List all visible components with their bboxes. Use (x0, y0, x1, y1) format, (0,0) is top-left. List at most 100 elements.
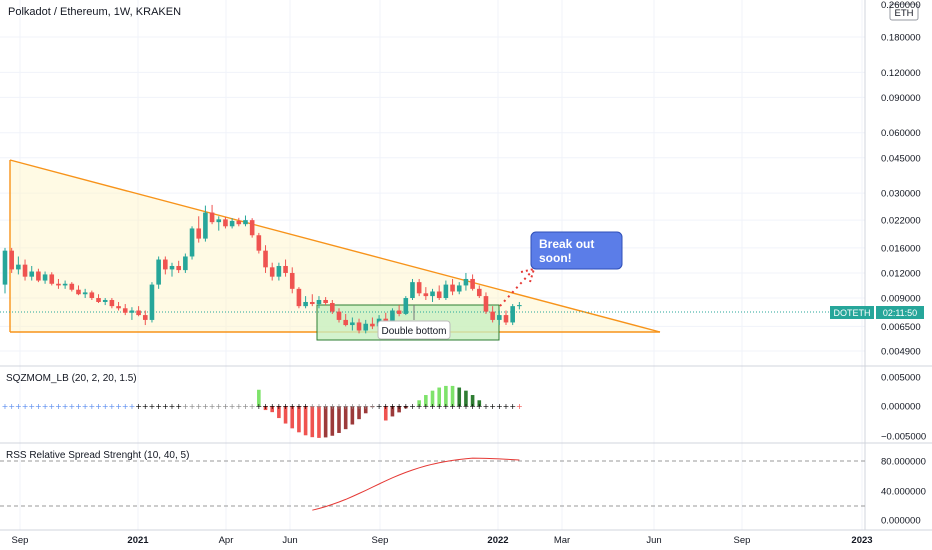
sqz-histogram: + + + + + + + + + + + + + + + + + + + + + + + + + + + + + + + + + + + + + + + +… (2, 385, 523, 438)
candle-body (223, 219, 228, 227)
sqz-bar (390, 406, 395, 417)
candle-body (416, 282, 422, 294)
sqz-dot: + (235, 402, 242, 411)
price-tag-countdown-text: 02:11:50 (883, 308, 917, 318)
sqz-dot: + (483, 402, 490, 411)
triangle-upper-trendline[interactable] (9, 159, 661, 333)
candle-body (363, 323, 369, 331)
sqz-bar (430, 390, 435, 406)
candle-body (76, 289, 81, 295)
price-axis-tick: 0.090000 (881, 93, 921, 104)
currency-badge[interactable] (889, 3, 919, 21)
time-axis-tick: Mar (554, 535, 570, 546)
candle-body (303, 301, 308, 307)
candle-body (476, 288, 482, 297)
sqz-bar (444, 385, 448, 406)
sqz-dot: + (389, 402, 396, 411)
sqz-bar (323, 406, 328, 438)
price-axis-tick: 0.009000 (881, 294, 921, 305)
candle-body (370, 323, 375, 327)
sqz-dot: + (62, 402, 69, 411)
price-axis-tick: 0.004900 (881, 347, 921, 358)
sqz-bar (363, 406, 368, 414)
sqz-bar (337, 406, 341, 433)
sqz-bar (257, 389, 261, 406)
candlestick-series (2, 204, 522, 334)
sqz-dot: + (289, 402, 296, 411)
sqz-bar (277, 406, 281, 419)
price-tag-symbol[interactable] (830, 306, 874, 319)
candle-body (136, 310, 141, 316)
sqz-bar (297, 406, 301, 433)
price-axis-labels: 0.180000 0.120000 0.090000 0.060000 0.045000… (881, 0, 921, 358)
sqz-dot: + (115, 402, 122, 411)
price-tag-countdown (876, 306, 924, 319)
price-axis-tick: 0.120000 (881, 68, 921, 79)
sqz-dot: + (222, 402, 229, 411)
time-axis-tick: 2022 (487, 535, 508, 546)
sqz-dot: + (242, 402, 249, 411)
time-axis-tick: Sep (734, 535, 751, 546)
sqz-dot: + (329, 402, 336, 411)
rss-indicator-label[interactable]: RSS Relative Spread Strenght (10, 40, 5) (6, 450, 189, 461)
candle-body (82, 292, 88, 295)
sqz-bar (330, 406, 335, 436)
sqz-axis-tick: −0.005000 (881, 432, 926, 443)
candle-body (42, 274, 48, 281)
candle-body (470, 278, 475, 289)
candle-body (483, 296, 489, 312)
sqz-dot: + (102, 402, 109, 411)
candle-body (276, 265, 282, 277)
sqz-dot: + (215, 402, 222, 411)
sqz-dot: + (229, 402, 236, 411)
rss-axis-labels: 80.000000 40.000000 0.000000 (881, 457, 926, 527)
sqz-dot: + (282, 402, 289, 411)
sqz-dot: + (142, 402, 149, 411)
sqz-dot: + (376, 402, 383, 411)
candle-body (323, 299, 328, 304)
candle-body (102, 299, 108, 302)
double-bottom-label: Double bottom (381, 326, 446, 337)
candle-body (22, 264, 28, 277)
candle-body (69, 283, 75, 290)
candle-body (330, 303, 335, 312)
sqz-bar (310, 406, 315, 438)
candle-body (443, 284, 449, 299)
candle-body (49, 274, 55, 284)
currency-badge-label: ETH (895, 8, 914, 19)
candle-body (56, 283, 61, 286)
callout-bubble[interactable] (530, 231, 623, 270)
double-bottom-label-box[interactable] (377, 320, 451, 340)
sqz-dot: + (369, 402, 376, 411)
time-axis-tick: Sep (372, 535, 389, 546)
candle-body (156, 259, 161, 285)
sqz-dot: + (189, 402, 196, 411)
sqz-dot: + (155, 402, 162, 411)
sqz-dot: + (436, 402, 443, 411)
candle-body (89, 292, 95, 299)
sqz-dot: + (503, 402, 510, 411)
candle-body (356, 322, 362, 331)
sqz-bar (350, 406, 355, 425)
candle-body (456, 285, 462, 292)
sqz-indicator-label[interactable]: SQZMOM_LB (20, 2, 20, 1.5) (6, 373, 137, 384)
candle-body (410, 282, 415, 299)
candle-body (436, 291, 442, 299)
candle-body (249, 220, 255, 236)
candle-body (229, 220, 235, 227)
candle-body (176, 265, 181, 271)
candle-body (203, 212, 208, 239)
sqz-dot: + (422, 402, 429, 411)
sqz-dot: + (28, 402, 35, 411)
candle-body (343, 319, 348, 326)
sqz-dot: + (48, 402, 55, 411)
price-axis-tick: 0.006500 (881, 322, 921, 333)
sqz-dot: + (409, 402, 416, 411)
price-axis-tick: 0.045000 (881, 153, 921, 164)
candle-body (236, 220, 242, 225)
sqz-bar (357, 406, 361, 420)
sqz-dot: + (476, 402, 483, 411)
candle-body (116, 306, 121, 309)
sqz-dot: + (302, 402, 309, 411)
